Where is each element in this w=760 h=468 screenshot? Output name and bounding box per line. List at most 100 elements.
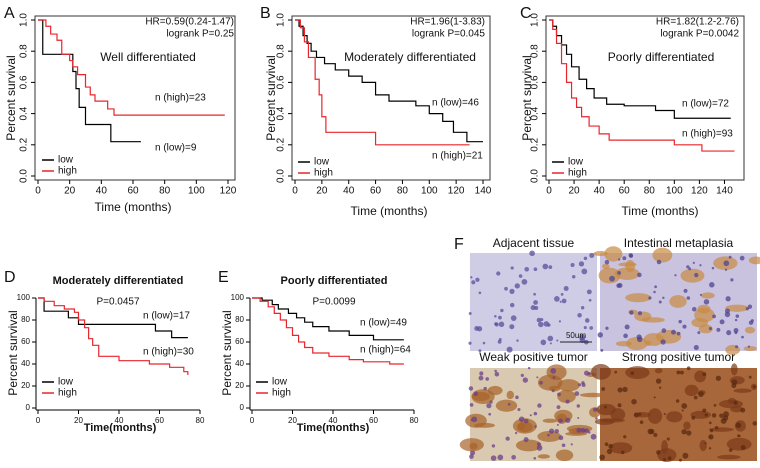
nucleus bbox=[633, 412, 639, 418]
stain-patch bbox=[743, 346, 757, 352]
nucleus bbox=[468, 341, 472, 345]
nucleus bbox=[584, 428, 589, 434]
nucleus bbox=[604, 442, 609, 447]
nucleus bbox=[533, 456, 537, 460]
nucleus bbox=[622, 386, 628, 393]
nucleus bbox=[725, 296, 731, 302]
survival-curve bbox=[252, 297, 404, 341]
nucleus bbox=[662, 296, 665, 300]
nucleus bbox=[552, 376, 556, 379]
x-axis-label: Time (months) bbox=[351, 204, 428, 218]
image-label: Adjacent tissue bbox=[493, 236, 575, 250]
y-tick-label: 0.6 bbox=[19, 75, 30, 89]
nucleus bbox=[624, 324, 630, 330]
hazard-ratio: HR=0.59(0.24-1.47) bbox=[145, 17, 234, 28]
nucleus bbox=[658, 300, 662, 304]
nucleus bbox=[498, 321, 505, 328]
nucleus bbox=[599, 454, 605, 461]
legend-label: low bbox=[58, 377, 74, 388]
nucleus bbox=[497, 454, 504, 461]
nucleus bbox=[661, 328, 667, 333]
stain-patch bbox=[657, 448, 677, 463]
nucleus bbox=[475, 277, 480, 282]
x-tick-label: 80 bbox=[644, 186, 656, 197]
nucleus bbox=[577, 312, 582, 318]
nucleus bbox=[497, 339, 502, 344]
nucleus bbox=[617, 271, 621, 275]
nucleus bbox=[647, 428, 654, 435]
nucleus bbox=[681, 403, 688, 409]
stain-patch bbox=[602, 263, 610, 269]
stain-patch bbox=[733, 388, 752, 393]
nucleus bbox=[468, 311, 472, 315]
nucleus bbox=[597, 332, 603, 338]
legend-label: high bbox=[58, 166, 77, 177]
nucleus bbox=[616, 283, 621, 288]
nucleus bbox=[559, 300, 562, 303]
nucleus bbox=[656, 450, 661, 455]
x-axis-label: Time (months) bbox=[622, 204, 699, 218]
nucleus bbox=[538, 321, 544, 328]
nucleus bbox=[470, 419, 473, 422]
nucleus bbox=[533, 292, 537, 296]
nucleus bbox=[663, 412, 666, 416]
image-label: Strong positive tumor bbox=[622, 350, 735, 364]
nucleus bbox=[498, 337, 502, 341]
y-tick-label: 40 bbox=[21, 359, 30, 368]
nucleus bbox=[674, 274, 677, 277]
nucleus bbox=[715, 375, 722, 381]
nucleus bbox=[681, 429, 687, 435]
nucleus bbox=[583, 326, 587, 330]
nucleus bbox=[523, 418, 529, 424]
nucleus bbox=[678, 319, 682, 324]
nucleus bbox=[533, 267, 538, 272]
nucleus bbox=[576, 427, 582, 433]
nucleus bbox=[667, 456, 672, 461]
stain-patch bbox=[557, 390, 576, 404]
nucleus bbox=[561, 443, 566, 448]
nucleus bbox=[557, 392, 561, 397]
nucleus bbox=[678, 458, 682, 462]
nucleus bbox=[509, 288, 515, 294]
group-count: n (high)=21 bbox=[432, 151, 483, 162]
nucleus bbox=[638, 412, 642, 416]
nucleus bbox=[656, 259, 662, 265]
nucleus bbox=[691, 415, 696, 420]
stain-patch bbox=[690, 410, 711, 419]
legend-label: high bbox=[568, 168, 587, 179]
nucleus bbox=[617, 258, 621, 261]
nucleus bbox=[653, 290, 656, 294]
nucleus bbox=[579, 334, 586, 341]
nucleus bbox=[682, 452, 689, 459]
nucleus bbox=[570, 263, 575, 268]
nucleus bbox=[547, 433, 550, 437]
legend-label: high bbox=[272, 388, 291, 399]
nucleus bbox=[662, 458, 666, 462]
nucleus bbox=[534, 425, 537, 428]
nucleus bbox=[578, 261, 585, 267]
stain-patch bbox=[645, 340, 652, 347]
x-tick-label: 0 bbox=[292, 186, 298, 197]
y-tick-label: 40 bbox=[235, 359, 244, 368]
nucleus bbox=[529, 250, 535, 257]
nucleus bbox=[583, 370, 590, 376]
legend-label: low bbox=[58, 155, 74, 166]
y-tick-label: 0.2 bbox=[276, 137, 287, 151]
nucleus bbox=[534, 306, 539, 311]
nucleus bbox=[692, 261, 695, 264]
y-tick-label: 0.4 bbox=[19, 106, 30, 120]
x-tick-label: 140 bbox=[716, 186, 733, 197]
stain-patch bbox=[730, 405, 744, 413]
survival-curve bbox=[295, 19, 470, 146]
nucleus bbox=[478, 375, 484, 381]
x-tick-label: 40 bbox=[115, 416, 124, 425]
stain-patch bbox=[565, 431, 588, 436]
histology-image bbox=[591, 363, 758, 463]
x-tick-label: 60 bbox=[155, 416, 164, 425]
x-tick-label: 100 bbox=[666, 186, 683, 197]
nucleus bbox=[542, 263, 549, 270]
histology-image bbox=[459, 364, 606, 461]
nucleus bbox=[587, 372, 591, 375]
group-count: n (low)=17 bbox=[143, 311, 190, 322]
